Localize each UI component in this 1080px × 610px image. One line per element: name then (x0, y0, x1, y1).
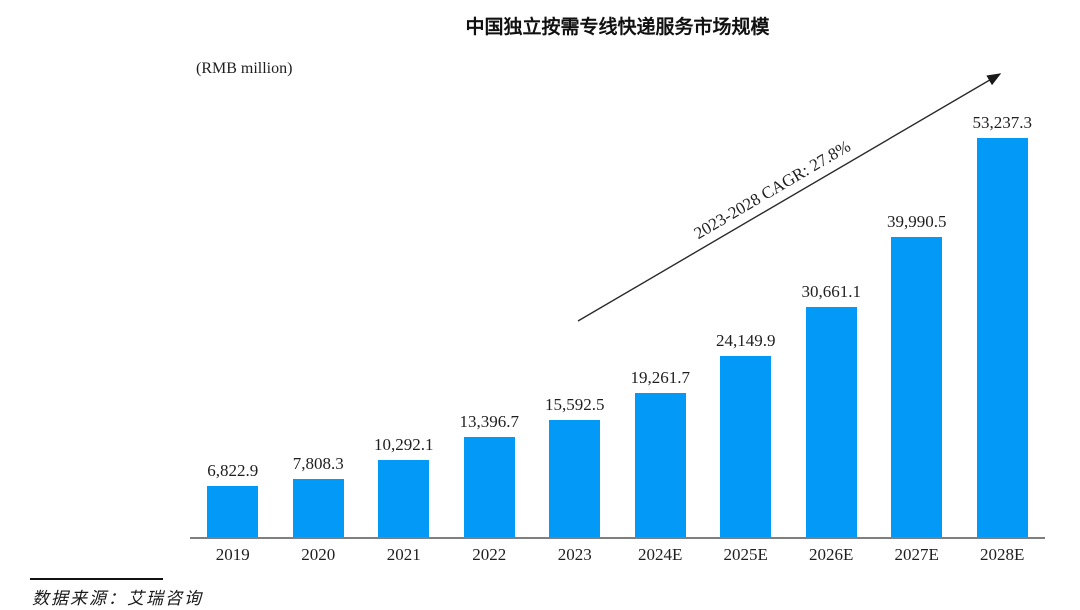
x-axis-tick-labels: 2019 2020 2021 2022 2023 2024E 2025E 2026E 2027E… (190, 545, 1045, 565)
bar (378, 460, 430, 538)
bar (805, 307, 857, 538)
bar (292, 478, 344, 538)
x-tick-label: 2027E (894, 545, 939, 564)
chart-title: 中国独立按需专线快递服务市场规模 (465, 17, 770, 38)
unit-label: (RMB million) (196, 60, 293, 77)
source-text: 数据来源：艾瑞咨询 (32, 589, 203, 608)
bar-value-label: 19,261.7 (630, 367, 691, 387)
bar (634, 392, 686, 538)
x-tick-label: 2023 (557, 545, 592, 564)
bar-group: 13,396.7 (447, 412, 533, 538)
bar (976, 137, 1028, 538)
bar-value-label: 10,292.1 (374, 435, 434, 455)
x-axis-line (190, 537, 1045, 539)
x-tick-label: 2024E (638, 545, 683, 564)
x-tick-label: 2028E (980, 545, 1025, 564)
plot-area: 6,822.9 7,808.3 10,292.1 13,396.7 15,592.5 19… (190, 0, 1045, 610)
x-tick-label: 2019 (215, 545, 250, 564)
bar-value-label: 7,808.3 (292, 453, 344, 473)
bar (720, 356, 772, 538)
bar-value-label: 6,822.9 (207, 461, 259, 481)
bar-value-label: 15,592.5 (545, 395, 605, 415)
bar (891, 237, 943, 538)
bar-value-label: 24,149.9 (716, 331, 776, 350)
bar-group: 10,292.1 (361, 435, 447, 538)
bar-value-label: 30,661.1 (801, 282, 862, 302)
bars-container: 6,822.9 7,808.3 10,292.1 13,396.7 15,592.5 19… (190, 68, 1045, 538)
x-tick-label: 2022 (472, 545, 507, 564)
bar (207, 486, 259, 538)
bar-group: 39,990.5 (874, 212, 960, 538)
bar (463, 436, 515, 538)
bar-value-label: 13,396.7 (459, 411, 520, 431)
bar-group: 53,237.3 (960, 113, 1046, 538)
bar-group: 30,661.1 (789, 282, 875, 538)
x-tick-label: 2025E (723, 545, 768, 564)
bar-group: 7,808.3 (276, 454, 362, 538)
bar-group: 24,149.9 (703, 331, 789, 538)
bar-value-label: 39,990.5 (887, 212, 947, 231)
x-tick-label: 2026E (809, 545, 854, 564)
bar-group: 19,261.7 (618, 368, 704, 538)
bar (549, 420, 601, 538)
x-tick-label: 2021 (386, 545, 421, 564)
bar-group: 15,592.5 (532, 395, 618, 538)
bar-value-label: 53,237.3 (972, 112, 1033, 132)
x-tick-label: 2020 (301, 545, 336, 564)
source-divider (30, 578, 163, 580)
bar-group: 6,822.9 (190, 461, 276, 538)
